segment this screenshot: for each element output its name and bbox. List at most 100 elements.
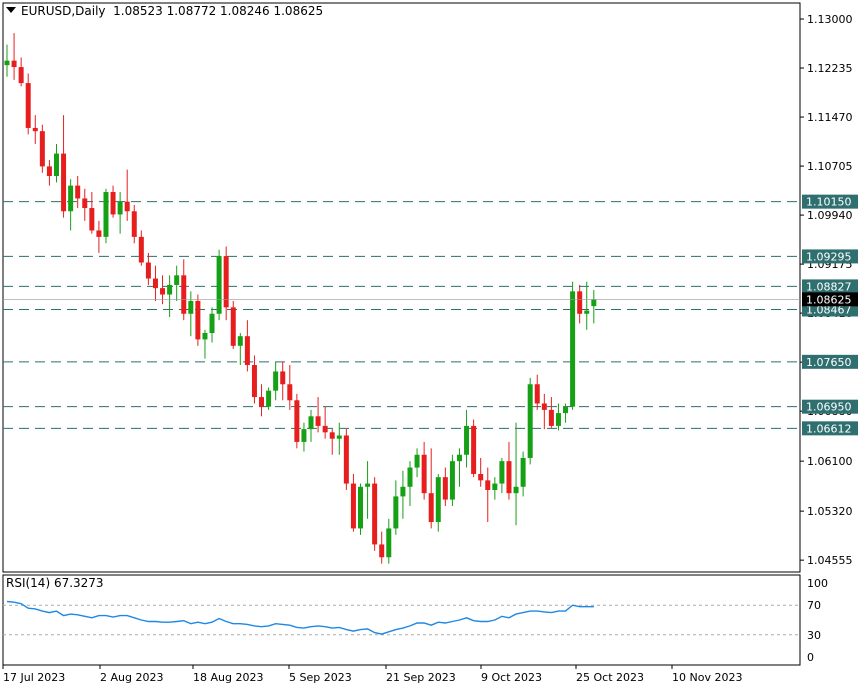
candle-body [336,435,342,439]
collapse-triangle-icon[interactable] [6,7,16,13]
candle-body [230,307,236,346]
candle-body [124,201,130,212]
candle-body [506,461,512,494]
candle-body [435,477,441,523]
candle-body [308,416,314,430]
candle-body [117,201,123,215]
candle-body [202,332,208,340]
candle-body [138,236,144,263]
candle-body [131,211,137,237]
candle-body [216,256,222,314]
candle-body [195,300,201,340]
price-level-label: 1.07650 [806,356,852,369]
candle-body [520,457,526,487]
current-price-box [802,292,858,307]
candle-body [499,461,505,484]
y-tick-label: 1.09940 [807,209,853,222]
candle-body [471,425,477,474]
candle-body [485,480,491,490]
y-tick-label: 1.11470 [807,111,853,124]
x-tick-label: 21 Sep 2023 [386,671,456,684]
candle-body [570,291,576,407]
rsi-indicator-label: RSI(14) 67.3273 [6,576,104,590]
candle-body [329,432,335,439]
candle-body [32,127,38,132]
candle-body [365,483,371,487]
ohlc-values: 1.08523 1.08772 1.08246 1.08625 [113,4,324,18]
candle-body [266,390,272,407]
price-level-box [802,421,858,436]
x-tick-label: 2 Aug 2023 [100,671,163,684]
x-tick-label: 18 Aug 2023 [193,671,263,684]
candle-body [209,313,215,333]
symbol-label: EURUSD,Daily [21,4,106,18]
candle-body [464,425,470,455]
candle-body [89,208,95,231]
y-tick-label: 1.10705 [807,160,853,173]
candle-body [223,256,229,308]
candle-body [174,275,180,285]
y-tick-label: 1.05320 [807,505,853,518]
candle-body [372,483,378,545]
rsi-pane-frame [2,574,801,666]
candle-body [301,429,307,442]
candle-body [350,483,356,529]
price-level-label: 1.08467 [806,303,852,316]
candle-body [273,371,279,391]
price-level-label: 1.08827 [806,280,852,293]
candle-body [513,486,519,494]
candle-body [152,278,158,289]
candle-body [259,397,265,407]
candle-body [25,83,31,128]
candle-body [18,67,24,84]
price-level-box [802,354,858,369]
candle-body [343,435,349,484]
candle-body [577,291,583,314]
price-level-box [802,249,858,264]
candle-body [400,486,406,497]
chart-header: EURUSD,Daily 1.08523 1.08772 1.08246 1.0… [6,4,323,18]
candle-body [11,60,17,68]
price-level-box [802,279,858,294]
candle-body [442,477,448,500]
candle-body [75,185,81,199]
rsi-line [6,600,594,635]
candle-body [61,153,67,212]
candle-body [167,284,173,295]
candle-body [555,413,561,426]
price-level-label: 1.06612 [806,422,852,435]
candle-body [478,473,484,481]
price-pane-frame [2,2,801,573]
candle-body [541,403,547,410]
current-price-label: 1.08625 [806,293,852,306]
candle-body [145,262,151,279]
candle-body [181,275,187,314]
price-level-label: 1.09295 [806,250,852,263]
candle-body [160,288,166,295]
candle-body [414,454,420,468]
candle-body [237,336,243,346]
price-level-label: 1.10150 [806,196,852,209]
candle-body [393,496,399,529]
candle-body [407,467,413,487]
x-tick-label: 5 Sep 2023 [289,671,352,684]
price-level-label: 1.06950 [806,401,852,414]
y-tick-label: 1.06100 [807,455,853,468]
candle-body [82,198,88,209]
candle-body [68,185,74,212]
candle-body [294,400,300,442]
candle-body [527,384,533,458]
candle-body [379,544,385,558]
candle-body [449,461,455,500]
x-tick-label: 10 Nov 2023 [672,671,742,684]
candle-body [39,131,45,167]
candle-body [4,60,10,66]
x-tick-label: 17 Jul 2023 [3,671,65,684]
candle-body [315,416,321,426]
y-tick-label: 1.13000 [807,13,853,26]
rsi-axis-label: 30 [807,629,821,642]
candle-body [110,192,116,215]
price-level-box [802,399,858,414]
